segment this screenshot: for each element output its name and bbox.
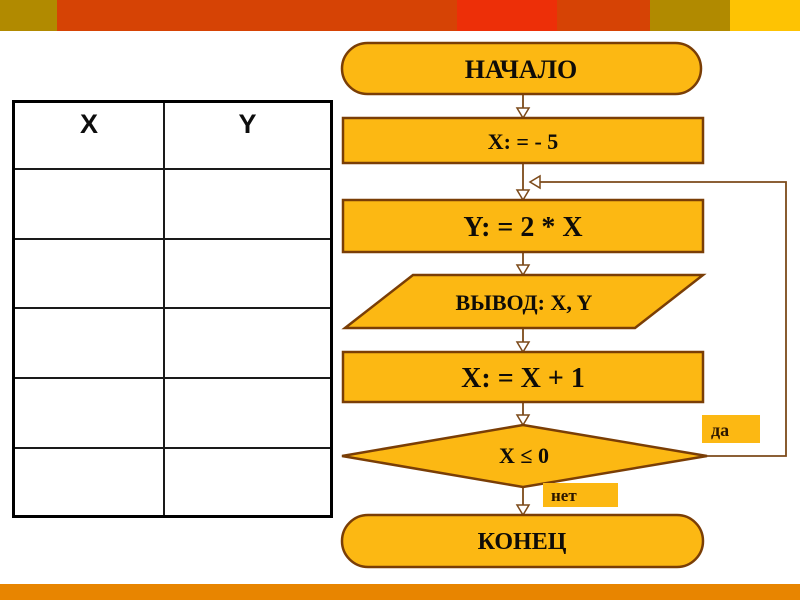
trace-table: X Y — [12, 100, 333, 518]
table-row — [12, 167, 333, 240]
table-cell-x — [12, 167, 165, 240]
table-header-row: X Y — [12, 100, 333, 170]
arrow-down-icon — [515, 414, 531, 427]
table-cell-x — [12, 376, 165, 449]
flowchart-connectors — [515, 94, 787, 517]
table-header-x: X — [12, 100, 165, 170]
node-label: X: = - 5 — [488, 129, 559, 154]
flowchart-node-output: ВЫВОД: X, Y — [341, 273, 707, 330]
banner-segment-gold-right — [730, 0, 800, 31]
table-row — [12, 237, 333, 309]
table-cell-x — [12, 306, 165, 379]
flowchart-node-increment-x: X: = X + 1 — [341, 350, 705, 404]
arrow-down-icon — [515, 504, 531, 517]
table-cell-x — [12, 446, 165, 518]
arrow-down-icon — [515, 341, 531, 354]
banner-segment-olive-left — [0, 0, 57, 31]
banner-segment-orange-right — [557, 0, 650, 31]
arrow-down-icon — [515, 107, 531, 120]
arrow-down-icon — [515, 189, 531, 202]
node-label: НАЧАЛО — [465, 55, 578, 84]
node-label: X: = X + 1 — [461, 363, 585, 394]
banner-segment-orange-main — [57, 0, 457, 31]
node-label: Y: = 2 * X — [463, 212, 582, 243]
node-label: ВЫВОД: X, Y — [456, 290, 593, 315]
table-cell-y — [163, 306, 333, 379]
flowchart-node-end: КОНЕЦ — [340, 513, 705, 569]
table-cell-x — [12, 237, 165, 309]
arrow-down-icon — [515, 264, 531, 277]
top-banner — [0, 0, 800, 31]
flowchart-node-start: НАЧАЛО — [340, 41, 703, 96]
flowchart-node-compute-y: Y: = 2 * X — [341, 198, 705, 254]
node-label: КОНЕЦ — [478, 529, 567, 555]
branch-label-no: нет — [543, 483, 618, 507]
bottom-banner — [0, 584, 800, 600]
branch-label-text: нет — [551, 486, 577, 505]
arrow-left-icon — [528, 174, 541, 190]
node-label: X ≤ 0 — [499, 443, 549, 468]
table-cell-y — [163, 446, 333, 518]
loop-back-line — [538, 181, 787, 457]
table-row — [12, 376, 333, 449]
banner-segment-olive-right — [650, 0, 730, 31]
table-header-y: Y — [163, 100, 333, 170]
branch-label-text: да — [711, 420, 729, 440]
table-cell-y — [163, 376, 333, 449]
table-cell-y — [163, 167, 333, 240]
table-row — [12, 446, 333, 518]
flowchart-node-decision: X ≤ 0 — [341, 423, 708, 489]
banner-segment-bright-red — [457, 0, 557, 31]
table-row — [12, 306, 333, 379]
table-cell-y — [163, 237, 333, 309]
branch-label-yes: да — [702, 415, 760, 443]
flowchart-node-init-x: X: = - 5 — [341, 116, 705, 165]
